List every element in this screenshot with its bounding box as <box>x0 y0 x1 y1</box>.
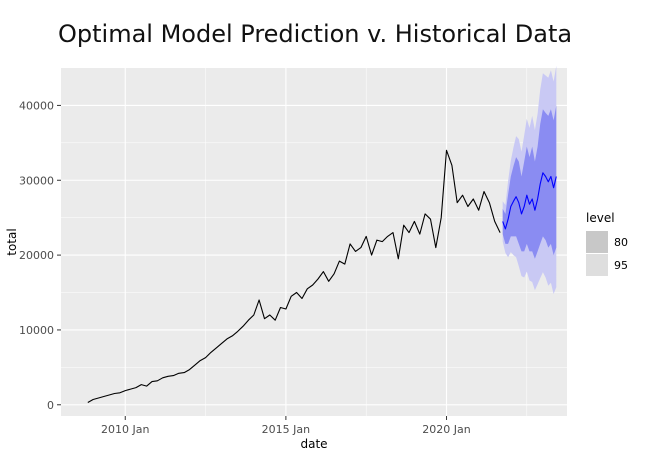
y-tick-label: 0 <box>47 399 54 412</box>
chart-title: Optimal Model Prediction v. Historical D… <box>58 20 572 48</box>
y-axis-ticks: 0 10000 20000 30000 40000 <box>19 99 61 412</box>
x-tick-label: 2020 Jan <box>422 423 470 436</box>
x-axis-ticks: 2010 Jan 2015 Jan 2020 Jan <box>101 416 471 436</box>
x-tick-label: 2010 Jan <box>101 423 149 436</box>
plot-panel <box>61 68 567 416</box>
legend-label-80: 80 <box>614 236 628 249</box>
forecast-bands <box>502 65 557 294</box>
legend: level 80 95 <box>586 211 628 276</box>
x-tick-label: 2015 Jan <box>262 423 310 436</box>
history-line <box>87 149 501 403</box>
legend-title: level <box>586 211 615 225</box>
forecast-line <box>502 172 557 230</box>
legend-label-95: 95 <box>614 259 628 272</box>
grid-major <box>61 68 567 416</box>
series-lines <box>87 149 557 403</box>
y-tick-label: 40000 <box>19 99 54 112</box>
legend-key-95 <box>586 254 608 276</box>
y-tick-label: 30000 <box>19 174 54 187</box>
band-80 <box>502 105 557 259</box>
y-tick-label: 10000 <box>19 324 54 337</box>
y-tick-label: 20000 <box>19 249 54 262</box>
y-axis-title: total <box>5 228 19 255</box>
x-axis-title: date <box>300 437 327 451</box>
legend-key-80 <box>586 231 608 253</box>
